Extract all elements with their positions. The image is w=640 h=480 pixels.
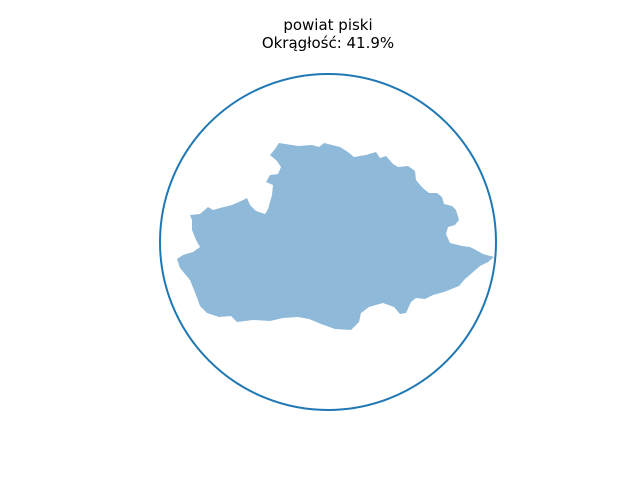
figure-title-block: powiat piski Okrągłość: 41.9% xyxy=(0,16,640,52)
circularity-label: Okrągłość: 41.9% xyxy=(261,34,395,52)
enclosing-circle xyxy=(159,73,497,411)
figure-title: powiat piski xyxy=(283,16,373,34)
county-shape xyxy=(177,143,494,330)
